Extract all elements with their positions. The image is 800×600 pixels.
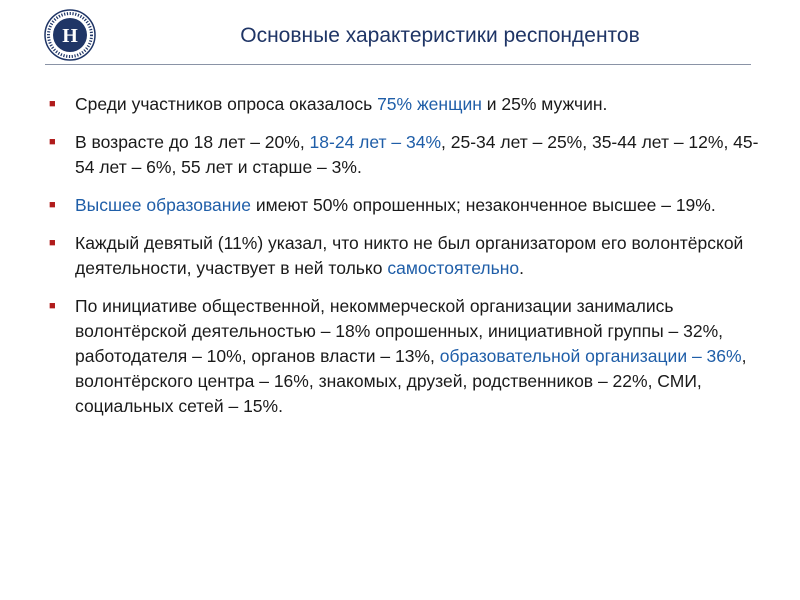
item-text: .: [519, 258, 524, 278]
list-item: ■ В возрасте до 18 лет – 20%, 18-24 лет –…: [47, 130, 767, 180]
item-text: , волонтёрского центра – 16%, знакомых, …: [75, 346, 747, 416]
highlighted-text: Высшее образование: [75, 195, 251, 215]
bullet-icon: ■: [49, 199, 56, 211]
bullet-icon: ■: [49, 136, 56, 148]
list-item: ■ Каждый девятый (11%) указал, что никто …: [47, 231, 767, 281]
item-text: имеют 50% опрошенных; незаконченное высш…: [250, 195, 716, 215]
item-text: В возрасте до 18 лет – 20%,: [75, 132, 310, 152]
highlighted-text: образовательной организации – 36%: [439, 346, 742, 366]
bullet-icon: ■: [49, 98, 56, 110]
list-item: ■ По инициативе общественной, некоммерчес…: [47, 294, 767, 419]
item-text: Среди участников опроса оказалось: [75, 94, 378, 114]
item-text: , 25-34 лет – 25%, 35-44 лет – 12%, 45-5…: [75, 132, 759, 177]
item-text: Каждый девятый (11%) указал, что никто н…: [75, 233, 744, 278]
list-item: ■ Среди участников опроса оказалось 75% ж…: [47, 92, 767, 117]
list-item: ■ Высшее образование имеют 50% опрошенных…: [47, 193, 767, 218]
highlighted-text: 18-24 лет – 34%: [309, 132, 442, 152]
bullet-icon: ■: [49, 237, 56, 249]
item-text: и 25% мужчин.: [481, 94, 608, 114]
bullet-list: ■ Среди участников опроса оказалось 75% ж…: [47, 92, 767, 432]
title-divider: [45, 64, 751, 65]
highlighted-text: самостоятельно: [387, 258, 520, 278]
highlighted-text: 75% женщин: [377, 94, 482, 114]
hse-logo-icon: Н: [44, 9, 96, 61]
bullet-icon: ■: [49, 300, 56, 312]
item-text: По инициативе общественной, некоммерческ…: [75, 296, 724, 366]
logo-glyph: Н: [62, 25, 78, 47]
page-title: Основные характеристики респондентов: [240, 24, 640, 47]
